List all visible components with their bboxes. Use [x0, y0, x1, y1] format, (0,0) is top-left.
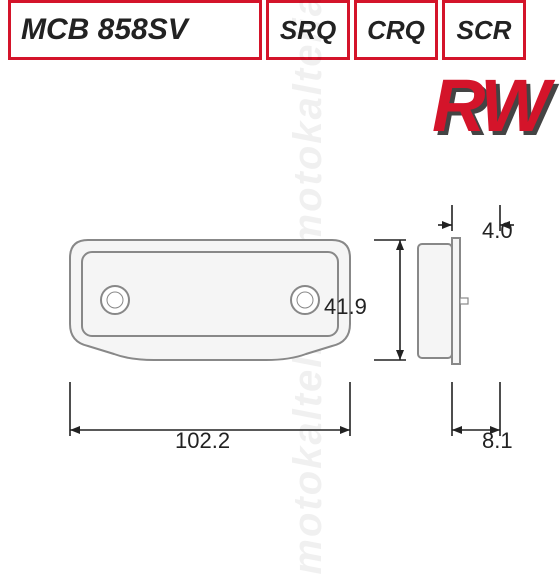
part-number-cell: MCB 858SV [8, 0, 262, 60]
dimension-width: 102.2 [175, 428, 230, 454]
dimension-height: 41.9 [324, 294, 367, 320]
brand-front: RW [432, 64, 546, 147]
dimension-hole: 4.0 [482, 218, 513, 244]
brake-pad-side-view [418, 238, 468, 364]
variant-cell-crq: CRQ [354, 0, 438, 60]
brand-logo: RW RW [432, 76, 546, 135]
variant-cell-scr: SCR [442, 0, 526, 60]
dimension-thickness: 8.1 [482, 428, 513, 454]
brake-pad-front-view [70, 240, 350, 360]
header-row: MCB 858SV SRQ CRQ SCR [0, 0, 560, 60]
